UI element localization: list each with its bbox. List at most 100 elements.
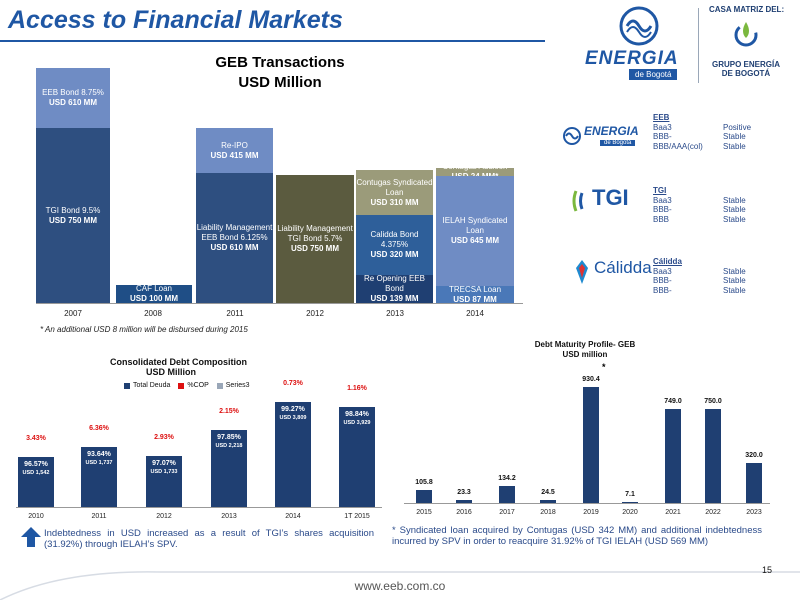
calidda-logo-text: Cálidda [594, 258, 652, 277]
rating-row: BBB- Stable [653, 132, 773, 142]
cop-share-label: 0.73% [283, 380, 303, 387]
legend-label: Total Deuda [133, 382, 171, 389]
maturity-value-label: 23.3 [457, 489, 471, 497]
transaction-bar-label: USD 139 MM [370, 294, 419, 303]
eeb-logo-icon [619, 6, 659, 46]
maturity-bar [583, 386, 599, 503]
transaction-bar: Calidda Bond 4.375% USD 320 MM [356, 215, 433, 275]
rating-row: BBB Stable [653, 215, 773, 225]
transaction-bar-label: TGI Bond 5.7% [287, 234, 343, 243]
transaction-bar-label: CAF Loan [135, 284, 173, 293]
rating-block-tgi: TGI Baa3 Stable BBB- Stable BBB Stable [653, 186, 773, 224]
page-title: Access to Financial Markets [8, 6, 343, 34]
debt-total-label: USD 1,542 [22, 470, 50, 476]
maturity-bar [705, 409, 721, 503]
rating-row: BBB/AAA(col) Stable [653, 142, 773, 152]
transaction-bar-label: Liability Management [196, 223, 273, 232]
debt-total-bar: 96.57% USD 1,542 [18, 457, 54, 507]
debt-period-label: 1T 2015 [344, 513, 370, 520]
transaction-bar: Liability Management EEB Bond 6.125% USD 6… [196, 173, 273, 303]
debt-composition-axis [16, 507, 382, 508]
transaction-bar: EEB Bond 8.75% USD 610 MM [36, 68, 110, 128]
grupo-logo-text: GRUPO ENERGÍA DE BOGOTÁ [706, 60, 786, 78]
cop-share-label: 3.43% [26, 435, 46, 442]
debt-total-label: USD 2,218 [215, 443, 243, 449]
cop-share-label: 6.36% [89, 425, 109, 432]
transactions-axis [36, 303, 523, 304]
rating-outlook: Stable [723, 214, 746, 224]
debt-total-label: USD 3,809 [279, 415, 307, 421]
syndicated-loan-note: * Syndicated loan acquired by Contugas (… [392, 525, 762, 547]
logo-divider [698, 8, 699, 83]
rating-grade: BBB- [653, 205, 672, 214]
transactions-title-line2: USD Million [238, 74, 322, 91]
transaction-bar: Re-IPO USD 415 MM [196, 128, 273, 173]
transaction-bar-label: USD 87 MM [453, 294, 497, 304]
rating-outlook: Stable [723, 285, 746, 295]
cop-share-label: 2.93% [154, 434, 174, 441]
transaction-bar: Contugas AdditionUSD 24 MM* [436, 162, 514, 181]
transaction-bar-label: Contugas Addition [442, 162, 508, 171]
transaction-bar: IELAH Syndicated Loan USD 645 MM [436, 176, 514, 286]
legend-cop: %COP [178, 382, 209, 389]
tgi-logo-icon [572, 190, 584, 212]
calidda-logo: Cálidda [572, 256, 652, 290]
rating-row: Baa3 Stable [653, 267, 773, 277]
usd-share-label: 93.64% [87, 451, 111, 458]
debt-composition-legend: Total Deuda %COP Series3 [124, 382, 250, 389]
maturity-axis [404, 503, 770, 504]
footer-url: www.eeb.com.co [354, 579, 446, 593]
up-arrow-icon [21, 527, 41, 547]
debt-total-bar: 98.84% USD 3,929 [339, 407, 375, 507]
debt-total-label: USD 1,737 [85, 460, 113, 466]
transaction-year-label: 2008 [144, 309, 162, 318]
debt-total-bar: 97.85% USD 2,218 [211, 430, 247, 507]
maturity-bar [499, 486, 515, 503]
footer-swoosh [0, 571, 800, 600]
legend-swatch [178, 382, 185, 389]
rating-outlook: Stable [723, 276, 746, 285]
transaction-year-label: 2007 [64, 309, 82, 318]
rating-grade: Baa3 [653, 122, 672, 132]
eeb-logo-sub: de Bogotá [629, 69, 678, 80]
debt-period-label: 2013 [221, 513, 237, 520]
transaction-bar-label: USD 750 MM [48, 215, 97, 225]
transactions-title: GEB Transactions USD Million [180, 53, 380, 93]
transaction-year-label: 2012 [306, 309, 324, 318]
eeb-logo-text: ENERGIA [585, 48, 679, 69]
rating-row: Baa3 Positive [653, 123, 773, 133]
page-number: 15 [762, 565, 773, 575]
rating-grade: BBB [653, 214, 670, 224]
eeb-small-logo-sub: de Bogotá [600, 140, 636, 146]
maturity-bar [540, 499, 556, 503]
header-divider [0, 40, 545, 42]
transaction-year-label: 2013 [386, 309, 404, 318]
grupo-logo-icon [734, 22, 758, 47]
maturity-year-label: 2016 [456, 509, 472, 516]
rating-row: BBB- Stable [653, 286, 773, 296]
transaction-year-label: 2014 [466, 309, 484, 318]
transaction-bar-label: TRECSA Loan [448, 284, 502, 294]
usd-share-label: 99.27% [281, 406, 305, 413]
transaction-bar: TRECSA Loan USD 87 MM [436, 284, 514, 304]
transaction-bar: Contugas Syndicated Loan USD 310 MM [356, 170, 433, 215]
transaction-bar-label: EEB Bond 8.75% [42, 88, 104, 97]
rating-outlook: Stable [723, 266, 746, 276]
grupo-line2: DE BOGOTÁ [721, 69, 771, 78]
rating-row: Baa3 Stable [653, 196, 773, 206]
usd-share-label: 96.57% [24, 461, 48, 468]
debt-total-bar: 99.27% USD 3,809 [275, 402, 311, 507]
rating-grade: Baa3 [653, 266, 672, 276]
debt-period-label: 2010 [28, 513, 44, 520]
legend-label: %COP [187, 382, 209, 389]
debt-total-bar: 93.64% USD 1,737 [81, 447, 117, 507]
maturity-year-label: 2020 [622, 509, 638, 516]
eeb-small-logo: ENERGIA de Bogotá [562, 120, 647, 154]
usd-share-label: 97.85% [217, 434, 241, 441]
indebtedness-note: Indebtedness in USD increased as a resul… [44, 528, 374, 550]
transaction-bar-label: Re Opening EEB Bond [364, 274, 425, 293]
maturity-value-label: 134.2 [498, 475, 516, 483]
debt-period-label: 2014 [285, 513, 301, 520]
grupo-line1: GRUPO ENERGÍA [711, 60, 780, 69]
legend-swatch [124, 382, 130, 389]
